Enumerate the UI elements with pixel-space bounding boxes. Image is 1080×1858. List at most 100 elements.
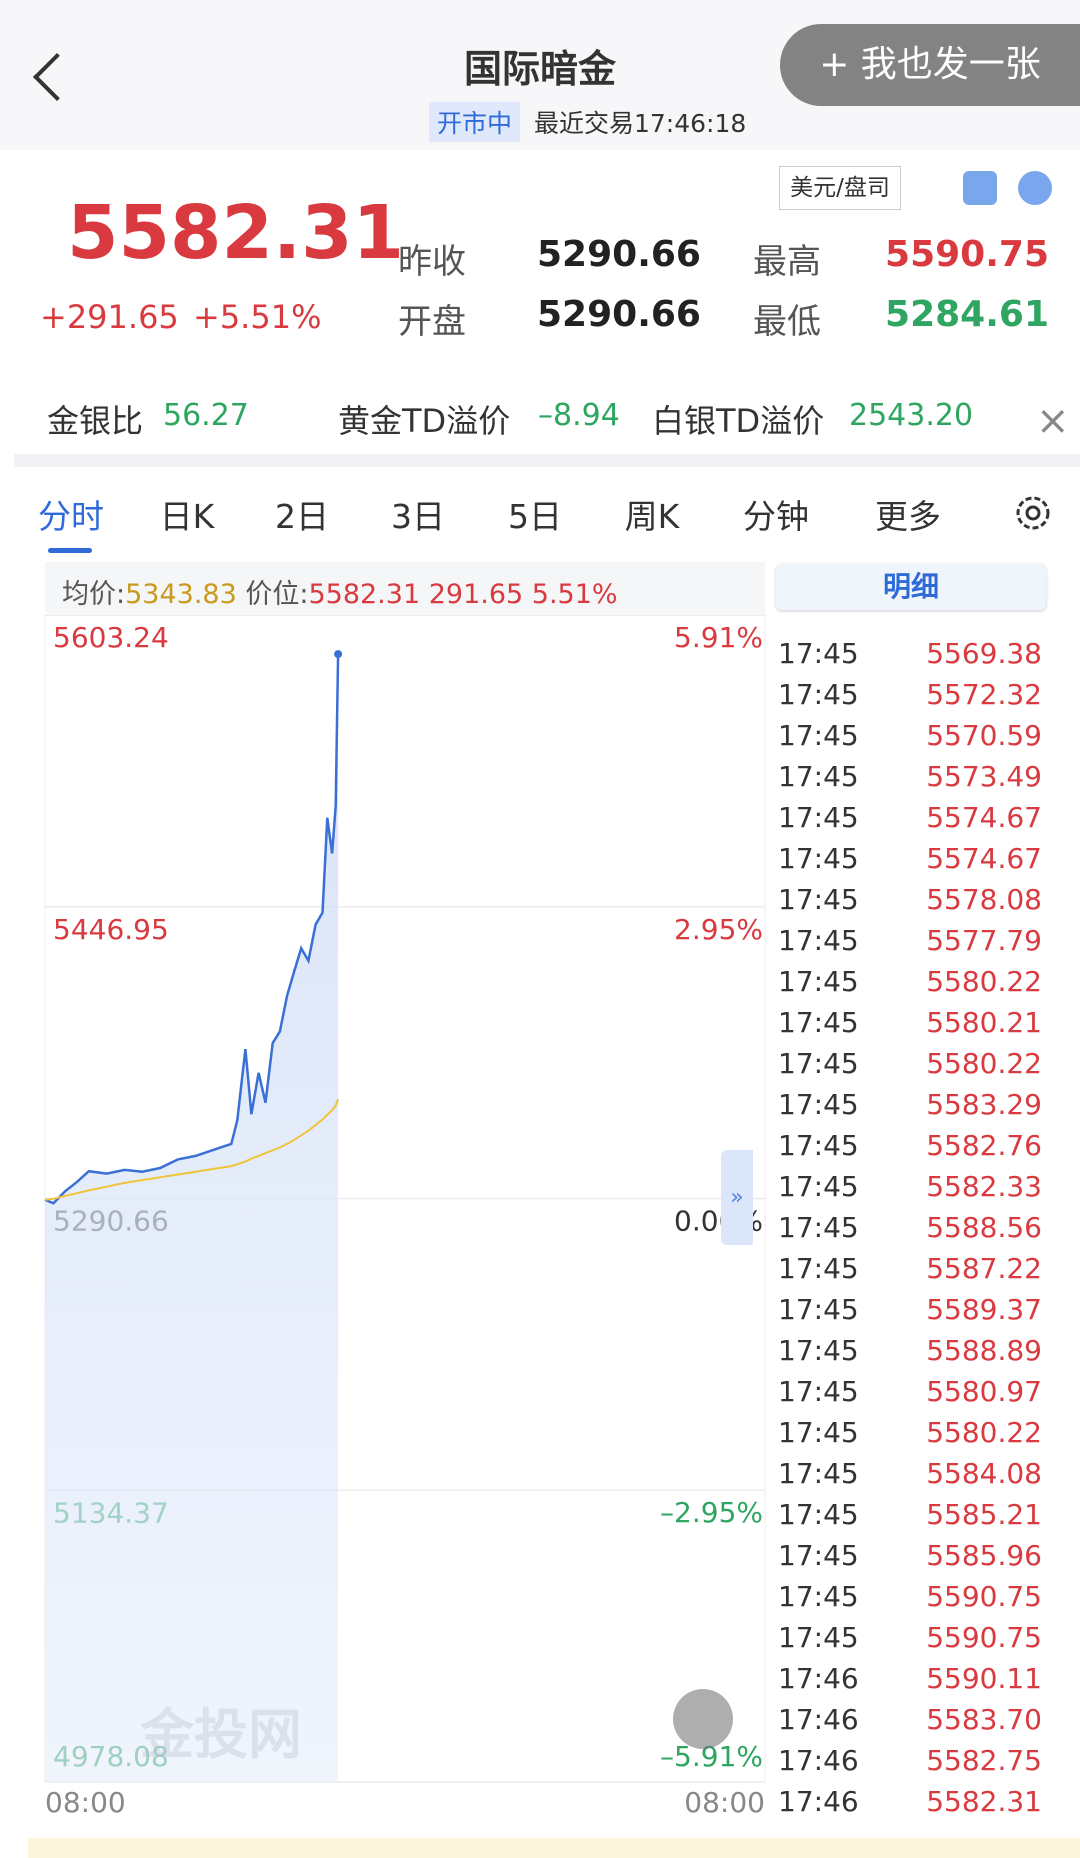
close-button[interactable]: × [1036,398,1070,444]
detail-price: 5582.33 [926,1170,1042,1203]
tab-underline [48,548,92,553]
detail-time: 17:45 [778,1211,859,1244]
detail-price: 5585.21 [926,1498,1042,1531]
detail-time: 17:45 [778,1416,859,1449]
detail-price: 5584.08 [926,1457,1042,1490]
tab[interactable]: 更多 [875,497,941,536]
area-fill [45,654,339,1782]
detail-time: 17:45 [778,1293,859,1326]
detail-time: 17:45 [778,801,859,834]
detail-price: 5574.67 [926,801,1042,834]
info-value: 5.51% [531,579,618,610]
detail-price: 5589.37 [926,1293,1042,1326]
detail-row: 17:45 5587.22 [770,1248,1060,1289]
unit-switch[interactable]: 美元/盘司 [779,166,901,210]
detail-time: 17:45 [778,842,859,875]
detail-time: 17:46 [778,1785,859,1812]
detail-row: 17:45 5569.38 [770,633,1060,674]
stat-label: 最低 [753,302,821,342]
detail-time: 17:45 [778,719,859,752]
tab[interactable]: 2日 [275,497,329,536]
ratio-value: –8.94 [538,398,620,433]
detail-time: 17:45 [778,760,859,793]
y2-tick-label: 2.95% [674,913,763,946]
detail-row: 17:45 5573.49 [770,756,1060,797]
detail-time: 17:45 [778,924,859,957]
detail-row: 17:45 5580.21 [770,1002,1060,1043]
stat-label: 开盘 [398,302,466,342]
detail-row: 17:45 5578.08 [770,879,1060,920]
stat-value: 5590.75 [885,234,1049,275]
detail-row: 17:45 5590.75 [770,1617,1060,1658]
info-value: 5582.31 [308,579,421,610]
tab[interactable]: 分时 [38,497,104,536]
last-price: 5582.31 [67,190,405,276]
change-pct: +5.51% [193,298,322,336]
detail-row: 17:45 5574.67 [770,797,1060,838]
detail-header[interactable]: 明细 [776,564,1046,610]
stat-value: 5290.66 [537,234,701,275]
detail-price: 5580.97 [926,1375,1042,1408]
detail-row: 17:45 5590.75 [770,1576,1060,1617]
detail-price: 5570.59 [926,719,1042,752]
detail-row: 17:46 5583.70 [770,1699,1060,1740]
detail-row: 17:45 5585.96 [770,1535,1060,1576]
ratio-value: 2543.20 [849,398,974,433]
percent-icon[interactable] [963,171,997,205]
detail-row: 17:45 5580.22 [770,1412,1060,1453]
info-label: 价位: [245,579,309,610]
info-label: 均价: [62,579,126,610]
detail-time: 17:45 [778,883,859,916]
watermark: 金投网 [140,1703,302,1766]
detail-price: 5569.38 [926,637,1042,670]
detail-price: 5587.22 [926,1252,1042,1285]
info-value: 5343.83 [125,579,237,610]
y-tick-label: 5603.24 [53,621,169,654]
detail-price: 5585.96 [926,1539,1042,1572]
stat-label: 昨收 [398,242,466,282]
detail-price: 5574.67 [926,842,1042,875]
detail-row: 17:45 5580.22 [770,961,1060,1002]
title: 国际暗金 [463,47,616,91]
detail-row: 17:45 5572.32 [770,674,1060,715]
detail-time: 17:45 [778,637,859,670]
detail-time: 17:45 [778,1334,859,1367]
detail-time: 17:45 [778,1498,859,1531]
detail-price: 5590.75 [926,1580,1042,1613]
expand-button[interactable] [673,1689,733,1749]
detail-row: 17:45 5584.08 [770,1453,1060,1494]
y-tick-label: 5446.95 [53,913,169,946]
detail-price: 5582.76 [926,1129,1042,1162]
detail-time: 17:46 [778,1744,859,1777]
tab[interactable]: 分钟 [743,497,809,536]
settings-icon[interactable] [1012,492,1054,534]
detail-row: 17:46 5582.75 [770,1740,1060,1781]
detail-price: 5573.49 [926,760,1042,793]
detail-price: 5588.89 [926,1334,1042,1367]
tab[interactable]: 日K [159,497,215,536]
detail-price: 5590.75 [926,1621,1042,1654]
separator [14,454,1080,467]
collapse-tab[interactable]: » [721,1150,753,1245]
detail-time: 17:45 [778,1170,859,1203]
chart: 4978.085134.375290.665446.955603.24–5.91… [44,614,766,1819]
x-tick-label: 08:00 [45,1786,126,1819]
ratio-label: 白银TD溢价 [652,402,825,440]
change: +291.65 [40,298,179,336]
detail-time: 17:45 [778,965,859,998]
ratio-label: 黄金TD溢价 [338,402,511,440]
detail-row: 17:45 5582.76 [770,1125,1060,1166]
tab[interactable]: 5日 [508,497,562,536]
detail-price: 5577.79 [926,924,1042,957]
detail-time: 17:45 [778,1375,859,1408]
tab[interactable]: 3日 [391,497,445,536]
share-button[interactable]: + 我也发一张 [780,24,1080,106]
line [44,1098,340,1201]
pie-icon[interactable] [1018,171,1052,205]
x-tick-label: 08:00 [684,1786,765,1819]
detail-price: 5580.21 [926,1006,1042,1039]
info-bar [45,562,765,613]
detail-row: 17:45 5585.21 [770,1494,1060,1535]
tab[interactable]: 周K [624,497,680,536]
